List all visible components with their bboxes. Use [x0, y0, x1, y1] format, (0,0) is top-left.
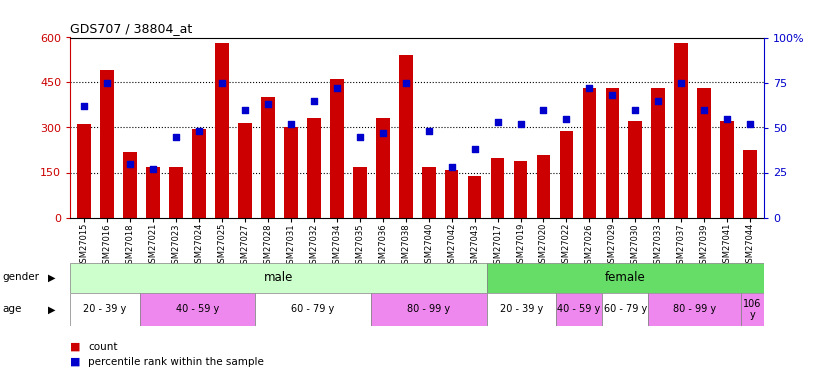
Text: male: male: [263, 271, 293, 284]
Point: [560, 116, 573, 122]
Point: [422, 128, 435, 134]
Bar: [652, 88, 665, 218]
Bar: [284, 128, 297, 218]
Text: age: age: [2, 304, 21, 314]
Bar: [330, 80, 344, 218]
Point: [78, 103, 91, 109]
Bar: [70, 292, 140, 326]
Bar: [376, 118, 390, 218]
Text: gender: gender: [2, 273, 40, 282]
Point: [652, 98, 665, 104]
Bar: [238, 123, 252, 218]
Bar: [399, 56, 412, 217]
Bar: [422, 166, 435, 218]
Text: 106
y: 106 y: [743, 298, 762, 320]
Bar: [77, 124, 91, 217]
Point: [169, 134, 183, 140]
Bar: [215, 44, 229, 218]
Text: 80 - 99 y: 80 - 99 y: [407, 304, 450, 314]
Point: [468, 146, 482, 152]
Bar: [371, 292, 487, 326]
Text: ▶: ▶: [48, 273, 55, 282]
Text: 40 - 59 y: 40 - 59 y: [176, 304, 219, 314]
Point: [583, 85, 596, 91]
Point: [376, 130, 389, 136]
Point: [399, 80, 412, 86]
Text: ▶: ▶: [48, 304, 55, 314]
Text: ■: ■: [70, 342, 81, 352]
Bar: [648, 292, 741, 326]
Bar: [629, 122, 643, 218]
Point: [216, 80, 229, 86]
Point: [605, 92, 619, 98]
Text: GDS707 / 38804_at: GDS707 / 38804_at: [70, 22, 192, 35]
Point: [101, 80, 114, 86]
Point: [743, 121, 757, 127]
Bar: [602, 292, 648, 326]
Text: ■: ■: [70, 357, 81, 367]
Bar: [192, 129, 206, 218]
Bar: [140, 292, 255, 326]
Point: [720, 116, 733, 122]
Point: [284, 121, 297, 127]
Point: [537, 106, 550, 112]
Bar: [255, 292, 371, 326]
Bar: [556, 292, 602, 326]
Point: [261, 101, 274, 107]
Bar: [697, 88, 711, 218]
Point: [330, 85, 344, 91]
Bar: [353, 166, 367, 218]
Bar: [491, 158, 505, 218]
Bar: [559, 130, 573, 218]
Text: count: count: [88, 342, 118, 352]
Point: [698, 106, 711, 112]
Bar: [261, 98, 275, 218]
Bar: [146, 166, 159, 218]
Point: [353, 134, 366, 140]
Text: female: female: [605, 271, 646, 284]
Bar: [743, 150, 757, 217]
Text: 40 - 59 y: 40 - 59 y: [558, 304, 601, 314]
Bar: [123, 152, 137, 217]
Text: 20 - 39 y: 20 - 39 y: [500, 304, 543, 314]
Point: [192, 128, 206, 134]
Point: [238, 106, 251, 112]
Point: [514, 121, 527, 127]
Bar: [537, 154, 550, 218]
Text: 60 - 79 y: 60 - 79 y: [604, 304, 647, 314]
Text: percentile rank within the sample: percentile rank within the sample: [88, 357, 264, 367]
Bar: [582, 88, 596, 218]
Bar: [444, 170, 458, 217]
Point: [307, 98, 320, 104]
Text: 20 - 39 y: 20 - 39 y: [83, 304, 126, 314]
Bar: [100, 70, 114, 217]
Bar: [741, 292, 764, 326]
Text: 80 - 99 y: 80 - 99 y: [673, 304, 716, 314]
Point: [146, 166, 159, 172]
Point: [491, 119, 504, 125]
Point: [629, 106, 642, 112]
Point: [123, 160, 136, 166]
Bar: [514, 160, 528, 218]
Bar: [675, 44, 688, 218]
Text: 60 - 79 y: 60 - 79 y: [292, 304, 335, 314]
Bar: [487, 292, 556, 326]
Bar: [720, 122, 734, 218]
Bar: [487, 262, 764, 292]
Bar: [605, 88, 620, 218]
Bar: [468, 176, 482, 217]
Point: [445, 164, 458, 170]
Bar: [169, 166, 183, 218]
Point: [675, 80, 688, 86]
Bar: [306, 118, 320, 218]
Bar: [70, 262, 487, 292]
